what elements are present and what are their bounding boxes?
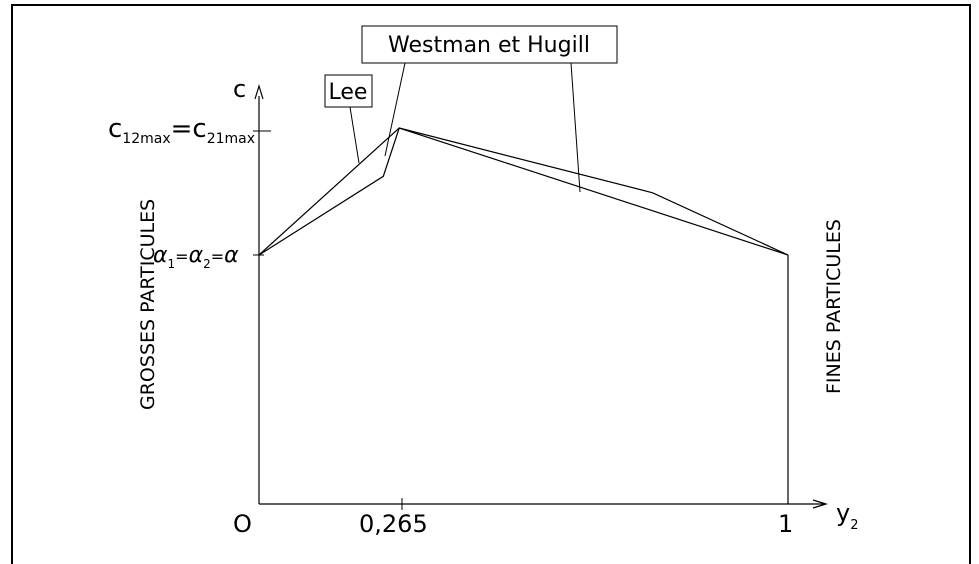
lee-callout-box bbox=[324, 74, 373, 108]
svg-text:α1=α2=α: α1=α2=α bbox=[153, 243, 239, 271]
curve-lee bbox=[258, 127, 789, 256]
left-side-label: GROSSES PARTICULES bbox=[137, 199, 159, 410]
figure-frame bbox=[11, 4, 971, 564]
x-tick-mid-label: 0,265 bbox=[359, 510, 428, 538]
c-y2-diagram: Lee Westman et Hugill c c12max=c21max α1… bbox=[108, 25, 858, 538]
right-side-label: FINES PARTICULES bbox=[823, 219, 845, 394]
westman-leader-1 bbox=[384, 62, 406, 157]
lee-callout-label: Lee bbox=[329, 80, 368, 105]
lee-leader bbox=[349, 106, 360, 164]
svg-text:c12max=c21max: c12max=c21max bbox=[108, 114, 255, 147]
curve-westman bbox=[258, 127, 789, 256]
origin-label: O bbox=[233, 510, 252, 538]
x-axis-arrow bbox=[812, 499, 829, 509]
westman-callout-box bbox=[361, 25, 618, 64]
cmax-label: c12max=c21max bbox=[108, 114, 255, 147]
x-tick-end-label: 1 bbox=[778, 510, 793, 538]
westman-leader-2 bbox=[570, 62, 581, 193]
x-axis-label: y2 bbox=[836, 499, 858, 533]
y-axis-arrow bbox=[254, 83, 264, 100]
alpha-label: α1=α2=α bbox=[153, 243, 239, 271]
westman-callout-label: Westman et Hugill bbox=[388, 33, 590, 58]
y-axis-label: c bbox=[233, 75, 246, 103]
